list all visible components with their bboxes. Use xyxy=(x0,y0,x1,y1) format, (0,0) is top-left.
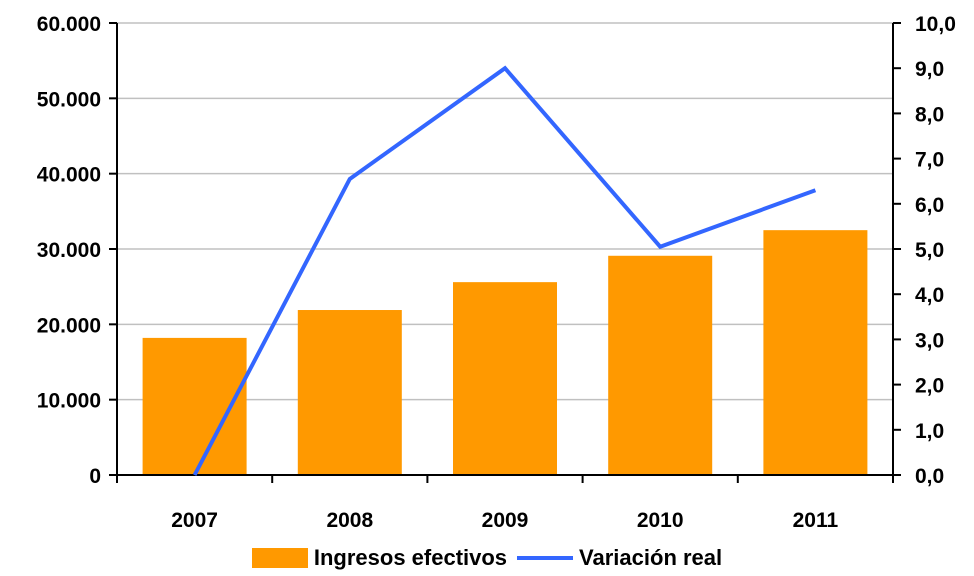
y-left-tick-label: 0 xyxy=(89,465,101,488)
legend-item-bar: Ingresos efectivos xyxy=(251,545,508,571)
x-tick-label: 2007 xyxy=(171,509,218,532)
y-left-tick-label: 30.000 xyxy=(37,239,101,262)
tick-labels: 0 10.000 20.000 30.000 40.000 50.000 60.000 0,0… xyxy=(37,13,956,532)
y-left-tick-label: 60.000 xyxy=(37,13,101,36)
y-right-tick-label: 1,0 xyxy=(915,420,944,443)
y-right-tick-label: 4,0 xyxy=(915,284,944,307)
y-right-tick-label: 0,0 xyxy=(915,465,944,488)
y-right-tick-label: 8,0 xyxy=(915,103,944,126)
y-right-tick-label: 3,0 xyxy=(915,329,944,352)
axes xyxy=(109,22,901,483)
x-tick-label: 2011 xyxy=(793,509,839,532)
bar-series xyxy=(142,230,868,475)
x-tick-label: 2010 xyxy=(637,509,684,532)
legend-item-line: Variación real xyxy=(517,545,722,571)
legend: Ingresos efectivos Variación real xyxy=(0,540,974,576)
x-tick-label: 2008 xyxy=(326,509,373,532)
y-right-tick-label: 9,0 xyxy=(915,58,944,81)
chart-svg: 0 10.000 20.000 30.000 40.000 50.000 60.000 0,0… xyxy=(37,13,956,532)
legend-bar-swatch xyxy=(251,548,308,568)
bar-2008 xyxy=(297,310,402,475)
y-right-tick-label: 10,0 xyxy=(915,13,956,36)
y-left-tick-label: 10.000 xyxy=(37,390,101,413)
y-right-tick-label: 5,0 xyxy=(915,239,944,262)
bar-2011 xyxy=(763,230,868,475)
y-left-tick-label: 40.000 xyxy=(37,164,101,187)
legend-bar-label: Ingresos efectivos xyxy=(313,545,508,570)
bar-2009 xyxy=(453,282,557,475)
legend-line-label: Variación real xyxy=(579,545,723,570)
y-right-tick-label: 6,0 xyxy=(915,194,944,217)
y-left-tick-label: 20.000 xyxy=(37,314,101,337)
y-left-tick-label: 50.000 xyxy=(37,88,101,111)
bar-2010 xyxy=(608,255,713,475)
x-tick-label: 2009 xyxy=(482,509,529,532)
y-right-tick-label: 2,0 xyxy=(915,375,944,398)
legend-line-swatch xyxy=(517,556,574,560)
y-right-tick-label: 7,0 xyxy=(915,149,944,172)
line-series xyxy=(192,65,817,476)
